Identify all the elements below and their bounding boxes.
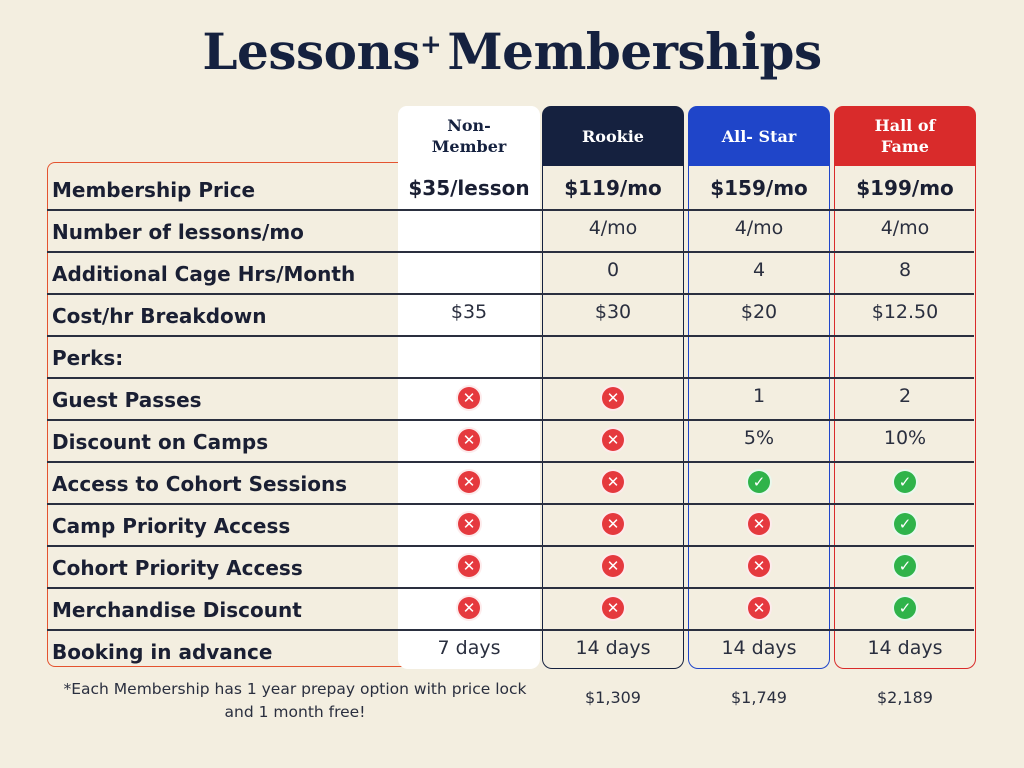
cell-booking-in-advance: 14 days <box>575 637 651 659</box>
cell-cost-hr-breakdown: $30 <box>594 301 632 323</box>
row-label-discount-on-camps: Discount on Camps <box>52 430 269 454</box>
row-divider <box>47 293 974 295</box>
cell-booking-in-advance: 7 days <box>437 637 501 659</box>
cell-membership-price: $119/mo <box>564 176 662 200</box>
cell-cost-hr-breakdown: $20 <box>740 301 778 323</box>
cell-discount-on-camps: 10% <box>883 427 927 449</box>
cell-discount-on-camps: 5% <box>743 427 775 449</box>
row-divider <box>47 587 974 589</box>
cell-number-of-lessons-mo: 4/mo <box>880 217 930 239</box>
row-label-cohort-priority-access: Cohort Priority Access <box>52 556 303 580</box>
cell-membership-price: $199/mo <box>856 176 954 200</box>
prepay-price: $1,309 <box>585 688 641 707</box>
cell-guest-passes: 2 <box>898 385 912 407</box>
row-divider <box>47 419 974 421</box>
cell-additional-cage-hrs-month: 8 <box>898 259 912 281</box>
cross-icon: ✕ <box>600 385 626 411</box>
prepay-price: $2,189 <box>877 688 933 707</box>
row-label-access-to-cohort-sessions: Access to Cohort Sessions <box>52 472 348 496</box>
labels-outline <box>47 162 402 667</box>
cross-icon: ✕ <box>600 553 626 579</box>
cell-booking-in-advance: 14 days <box>721 637 797 659</box>
row-divider <box>47 251 974 253</box>
cell-number-of-lessons-mo: 4/mo <box>588 217 638 239</box>
row-label-camp-priority-access: Camp Priority Access <box>52 514 291 538</box>
row-label-additional-cage-hrs-month: Additional Cage Hrs/Month <box>52 262 356 286</box>
plan-header-all-star: All- Star <box>688 106 830 166</box>
row-divider <box>47 377 974 379</box>
row-label-perks: Perks: <box>52 346 124 370</box>
cross-icon: ✕ <box>746 595 772 621</box>
cross-icon: ✕ <box>600 595 626 621</box>
plan-header-hall-of-fame: Hall of Fame <box>834 106 976 166</box>
cell-membership-price: $35/lesson <box>408 176 530 200</box>
plan-column-rookie <box>542 166 684 669</box>
cell-additional-cage-hrs-month: 0 <box>606 259 620 281</box>
cross-icon: ✕ <box>456 553 482 579</box>
cell-cost-hr-breakdown: $12.50 <box>871 301 939 323</box>
plan-column-hall-of-fame <box>834 166 976 669</box>
row-divider <box>47 209 974 211</box>
plan-column-all-star <box>688 166 830 669</box>
plan-header-non-member: Non- Member <box>398 106 540 166</box>
page-title: Lessons+ Memberships <box>202 22 822 81</box>
cell-additional-cage-hrs-month: 4 <box>752 259 766 281</box>
row-label-guest-passes: Guest Passes <box>52 388 202 412</box>
row-label-number-of-lessons-mo: Number of lessons/mo <box>52 220 304 244</box>
cross-icon: ✕ <box>600 427 626 453</box>
cross-icon: ✕ <box>746 553 772 579</box>
row-divider <box>47 629 974 631</box>
check-icon: ✓ <box>892 553 918 579</box>
row-divider <box>47 503 974 505</box>
cell-cost-hr-breakdown: $35 <box>450 301 488 323</box>
check-icon: ✓ <box>746 469 772 495</box>
row-divider <box>47 335 974 337</box>
cell-guest-passes: 1 <box>752 385 766 407</box>
row-label-booking-in-advance: Booking in advance <box>52 640 273 664</box>
cross-icon: ✕ <box>600 511 626 537</box>
prepay-price: $1,749 <box>731 688 787 707</box>
check-icon: ✓ <box>892 469 918 495</box>
row-divider <box>47 545 974 547</box>
cross-icon: ✕ <box>456 427 482 453</box>
cross-icon: ✕ <box>456 511 482 537</box>
cross-icon: ✕ <box>456 385 482 411</box>
cross-icon: ✕ <box>456 469 482 495</box>
cell-membership-price: $159/mo <box>710 176 808 200</box>
row-label-membership-price: Membership Price <box>52 178 256 202</box>
plan-header-rookie: Rookie <box>542 106 684 166</box>
cell-number-of-lessons-mo: 4/mo <box>734 217 784 239</box>
cross-icon: ✕ <box>456 595 482 621</box>
check-icon: ✓ <box>892 511 918 537</box>
cell-booking-in-advance: 14 days <box>867 637 943 659</box>
row-divider <box>47 461 974 463</box>
check-icon: ✓ <box>892 595 918 621</box>
prepay-note: *Each Membership has 1 year prepay optio… <box>63 680 527 721</box>
cross-icon: ✕ <box>600 469 626 495</box>
cross-icon: ✕ <box>746 511 772 537</box>
row-label-merchandise-discount: Merchandise Discount <box>52 598 302 622</box>
row-label-cost-hr-breakdown: Cost/hr Breakdown <box>52 304 267 328</box>
